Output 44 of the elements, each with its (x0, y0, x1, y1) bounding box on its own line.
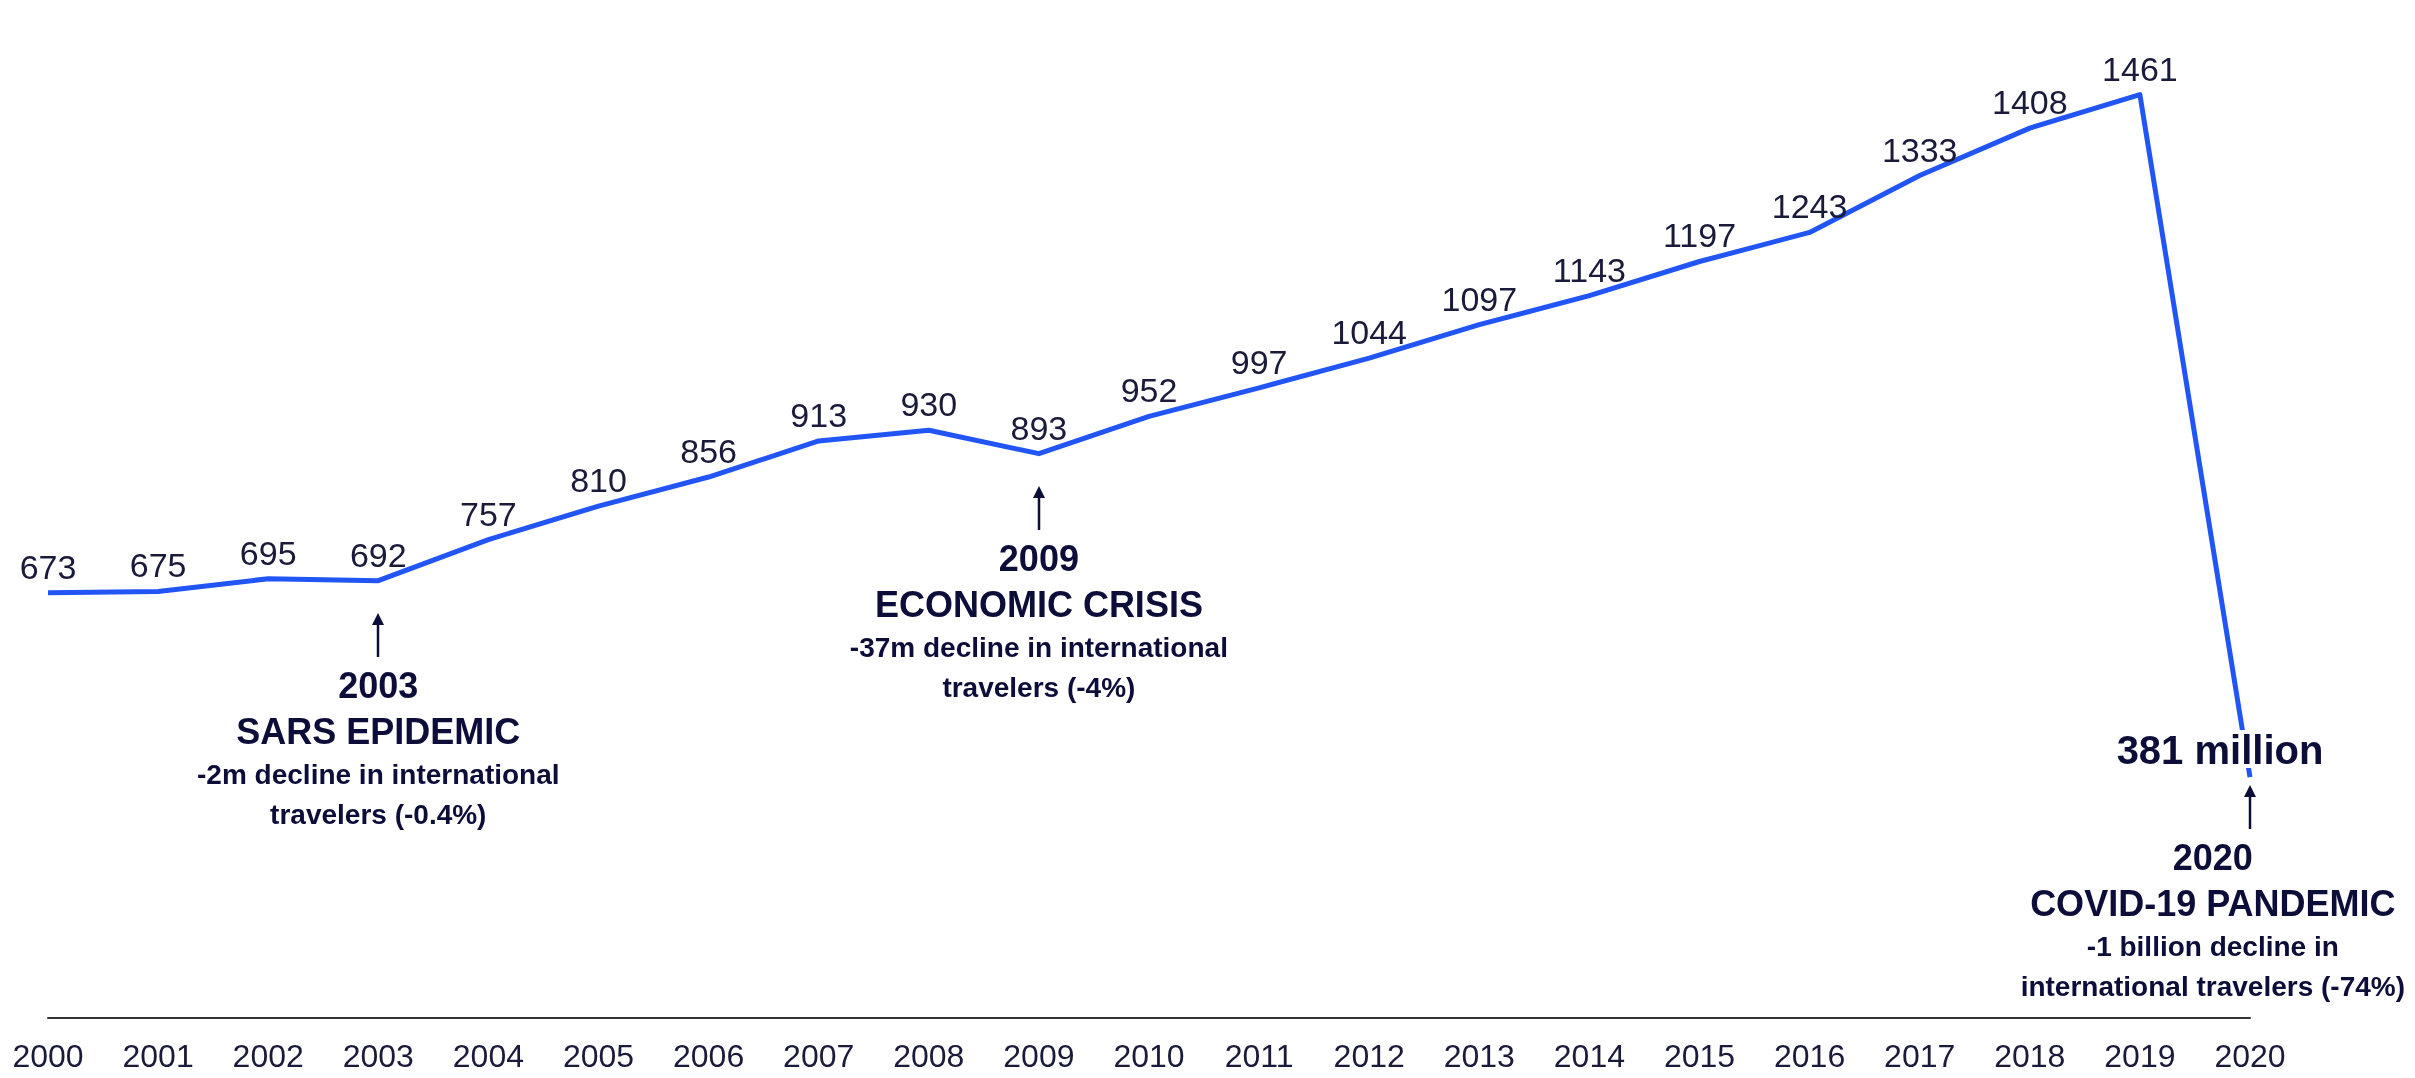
x-tick-label: 2015 (1663, 1038, 1736, 1074)
x-tick-label: 2003 (342, 1038, 414, 1074)
data-label: 913 (790, 395, 848, 434)
data-label: 692 (349, 535, 407, 574)
data-label: 856 (680, 432, 737, 471)
data-label: 1333 (1881, 130, 1958, 169)
data-label: 757 (460, 494, 517, 533)
annotation: 2020 COVID-19 PANDEMIC -1 billion decline in international travelers (-74%) (2020, 836, 2405, 1005)
x-tick-label: 2012 (1333, 1038, 1405, 1074)
x-tick-label: 2013 (1443, 1038, 1515, 1074)
x-tick-label: 2008 (893, 1038, 965, 1074)
x-tick-label: 2018 (1994, 1038, 2066, 1074)
x-tick-label: 2001 (122, 1038, 194, 1074)
data-label: 1097 (1441, 279, 1518, 318)
data-label: 1243 (1771, 187, 1848, 226)
data-label: 810 (570, 461, 627, 500)
x-tick-label: 2007 (783, 1038, 855, 1074)
x-tick-label: 2014 (1553, 1038, 1625, 1074)
data-label: 1197 (1662, 216, 1737, 255)
data-label: 893 (1010, 408, 1068, 447)
data-label: 1044 (1331, 313, 1408, 352)
x-tick-label: 2006 (673, 1038, 745, 1074)
data-label: 930 (900, 385, 958, 424)
data-label: 675 (129, 546, 187, 585)
data-label: 673 (19, 547, 77, 586)
data-label: 1461 (2102, 49, 2178, 88)
x-tick-label: 2019 (2104, 1038, 2176, 1074)
x-tick-label: 2002 (232, 1038, 304, 1074)
x-tick-label: 2000 (12, 1038, 84, 1074)
x-tick-label: 2011 (1224, 1038, 1294, 1074)
data-label: 997 (1230, 342, 1288, 381)
x-tick-label: 2020 (2214, 1038, 2286, 1074)
x-tick-label: 2010 (1113, 1038, 1185, 1074)
x-tick-label: 2009 (1003, 1038, 1075, 1074)
data-label: 695 (239, 533, 297, 572)
data-label: 1143 (1552, 250, 1626, 289)
x-tick-label: 2004 (452, 1038, 524, 1074)
annotation: 2009 ECONOMIC CRISIS -37m decline in international travelers (-4%) (849, 536, 1228, 705)
x-tick-label: 2005 (562, 1038, 635, 1074)
x-tick-label: 2017 (1884, 1038, 1956, 1074)
data-label: 1408 (1991, 83, 2068, 122)
x-tick-label: 2016 (1774, 1038, 1846, 1074)
data-label: 952 (1120, 371, 1178, 410)
annotation: 2003 SARS EPIDEMIC -2m decline in international travelers (-0.4%) (197, 663, 560, 832)
